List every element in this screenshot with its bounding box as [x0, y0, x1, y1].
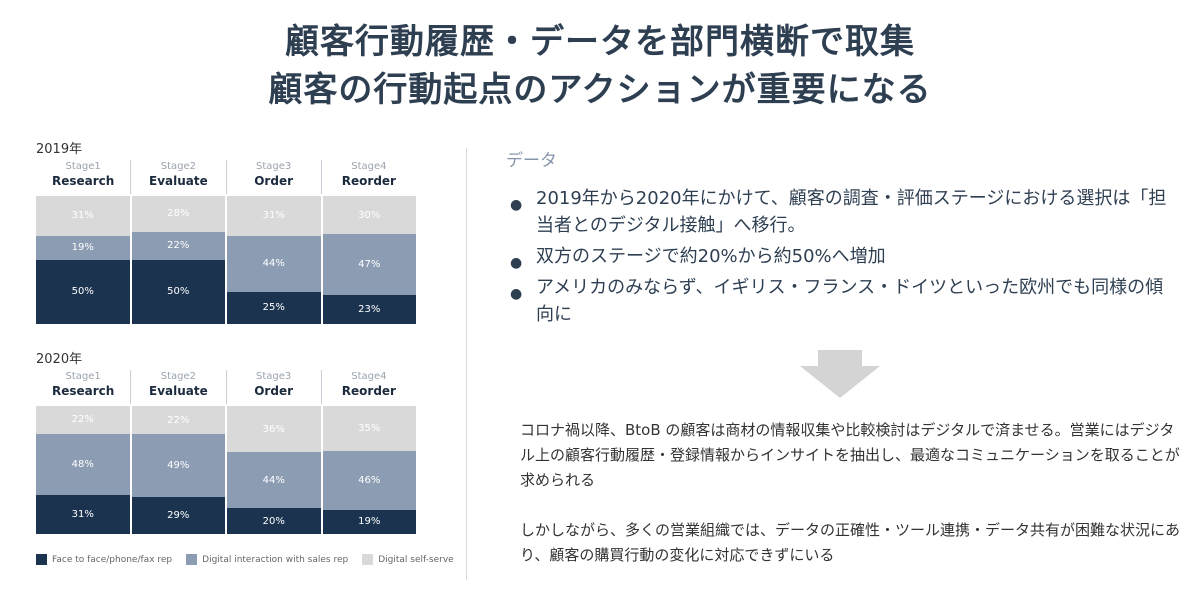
bar-segment: 48%	[36, 433, 130, 495]
summary-paragraph-2: しかしながら、多くの営業組織では、データの正確性・ツール連携・データ共有が困難な…	[520, 521, 1181, 564]
stage-name: Reorder	[341, 174, 396, 188]
stage-name: Evaluate	[149, 384, 208, 398]
bullet-list: ● 2019年から2020年にかけて、顧客の調査・評価ステージにおける選択は「担当…	[506, 185, 1176, 328]
stage-header: Stage1 Research	[36, 370, 132, 404]
slide-title: 顧客行動履歴・データを部門横断で取集 顧客の行動起点のアクションが重要になる	[0, 18, 1200, 114]
bullet-text: 2019年から2020年にかけて、顧客の調査・評価ステージにおける選択は「担当者…	[536, 188, 1167, 236]
title-line-1: 顧客行動履歴・データを部門横断で取集	[285, 22, 915, 62]
bar-segment: 30%	[322, 196, 416, 235]
bar-segment: 31%	[227, 196, 321, 236]
stacked-bar: 31% 44% 25%	[227, 196, 323, 324]
bar-segment: 49%	[131, 434, 225, 497]
chart-legend: Face to face/phone/fax rep Digital intera…	[36, 554, 454, 565]
bar-segment: 35%	[322, 406, 416, 451]
bar-segment: 23%	[322, 294, 416, 324]
stage-number: Stage4	[351, 371, 387, 382]
bar-segment: 19%	[36, 235, 130, 260]
stage-name: Research	[51, 384, 115, 398]
bar-segment: 22%	[131, 406, 225, 435]
legend-item: Face to face/phone/fax rep	[36, 554, 172, 565]
bar-segment: 31%	[36, 494, 130, 534]
bar-segment: 36%	[227, 406, 321, 453]
stacked-bar: 31% 19% 50%	[36, 196, 132, 324]
stage-number: Stage3	[255, 161, 292, 172]
bar-segment: 29%	[131, 496, 225, 534]
stage-number: Stage3	[255, 371, 292, 382]
bar-segment: 28%	[131, 196, 225, 232]
stacked-bar: 28% 22% 50%	[131, 196, 227, 324]
stage-name: Evaluate	[149, 174, 208, 188]
stage-number: Stage2	[160, 161, 196, 172]
stacked-bar: 30% 47% 23%	[322, 196, 416, 324]
bar-segment: 47%	[322, 234, 416, 295]
bar-segment: 44%	[227, 235, 321, 292]
down-arrow-icon	[800, 350, 880, 398]
summary-paragraph-1: コロナ禍以降、BtoB の顧客は商材の情報収集や比較検討はデジタルで済ませる。営…	[520, 421, 1180, 489]
bar-segment: 50%	[36, 259, 130, 324]
stage-header: Stage2 Evaluate	[131, 370, 227, 404]
bar-segment: 25%	[227, 291, 321, 324]
bar-segment: 22%	[36, 406, 130, 434]
stage-number: Stage4	[351, 161, 387, 172]
bullet-text: アメリカのみならず、イギリス・フランス・ドイツといった欧州でも同様の傾向に	[536, 277, 1164, 325]
legend-label: Digital interaction with sales rep	[202, 554, 349, 565]
stage-number: Stage1	[65, 161, 101, 172]
legend-swatch	[362, 554, 374, 565]
bar-segment: 50%	[131, 259, 225, 324]
stage-header: Stage4 Reorder	[322, 370, 416, 404]
legend-label: Face to face/phone/fax rep	[52, 554, 173, 565]
stage-header: Stage1 Research	[36, 160, 132, 194]
stage-header: Stage3 Order	[227, 370, 322, 404]
bullet-item: ● 双方のステージで約20%から約50%へ増加	[506, 243, 1176, 271]
stacked-bar: 22% 48% 31%	[36, 406, 132, 534]
chart-title: 2019年	[36, 142, 83, 157]
legend-label: Digital self-serve	[378, 554, 454, 565]
bullet-dot-icon: ●	[510, 286, 523, 302]
stage-header: Stage3 Order	[227, 160, 322, 194]
bar-segment: 20%	[227, 508, 321, 534]
stage-name: Reorder	[341, 384, 396, 398]
bullet-item: ● 2019年から2020年にかけて、顧客の調査・評価ステージにおける選択は「担当…	[506, 185, 1176, 239]
chart-title: 2020年	[36, 352, 83, 367]
legend-item: Digital self-serve	[362, 554, 454, 565]
vertical-divider	[466, 148, 467, 580]
stacked-bar: 36% 44% 20%	[227, 406, 323, 534]
stage-number: Stage2	[160, 371, 196, 382]
section-label: データ	[506, 151, 557, 171]
stage-name: Research	[51, 174, 115, 188]
bar-segment: 31%	[36, 196, 130, 236]
stage-header: Stage4 Reorder	[322, 160, 416, 194]
legend-swatch	[186, 554, 198, 565]
legend-swatch	[36, 554, 47, 565]
legend-item: Digital interaction with sales rep	[186, 554, 348, 565]
stacked-bar: 22% 49% 29%	[131, 406, 227, 534]
chart-2019: 2019年 Stage1 Research Stage2 Evaluate Stage3 O…	[36, 138, 416, 324]
bar-segment: 22%	[131, 231, 225, 260]
bullet-item: ● アメリカのみならず、イギリス・フランス・ドイツといった欧州でも同様の傾向に	[506, 274, 1176, 328]
stacked-bar: 35% 46% 19%	[322, 406, 416, 534]
bullet-text: 双方のステージで約20%から約50%へ増加	[536, 246, 886, 267]
bullet-dot-icon: ●	[510, 197, 523, 213]
stage-name: Order	[254, 174, 293, 188]
bullet-dot-icon: ●	[510, 255, 523, 271]
bar-segment: 19%	[322, 509, 416, 534]
chart-2020: 2020年 Stage1 Research Stage2 Evaluate Stage3 O…	[36, 348, 416, 534]
title-line-2: 顧客の行動起点のアクションが重要になる	[268, 70, 932, 110]
stage-name: Order	[254, 384, 293, 398]
bar-segment: 46%	[322, 450, 416, 510]
stage-number: Stage1	[65, 371, 101, 382]
data-panel: データ ● 2019年から2020年にかけて、顧客の調査・評価ステージにおける選択…	[506, 146, 1176, 332]
stage-header: Stage2 Evaluate	[131, 160, 227, 194]
bar-segment: 44%	[227, 452, 321, 509]
summary: コロナ禍以降、BtoB の顧客は商材の情報収集や比較検討はデジタルで済ませる。営…	[520, 418, 1180, 568]
